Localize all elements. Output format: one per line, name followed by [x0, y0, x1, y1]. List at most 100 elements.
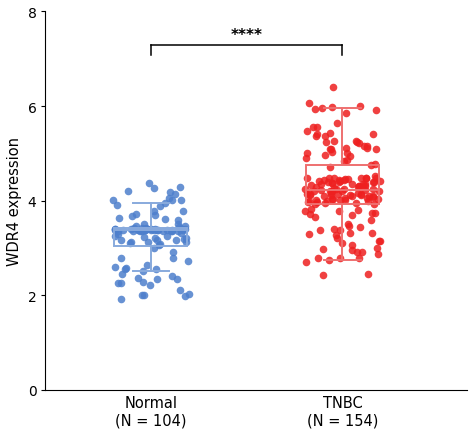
- Point: [179, 227, 187, 234]
- Point: [127, 239, 135, 246]
- Point: [374, 196, 382, 203]
- Point: [153, 266, 160, 273]
- Point: [176, 226, 183, 233]
- Point: [329, 85, 337, 92]
- Point: [117, 255, 125, 262]
- Point: [134, 227, 142, 234]
- Point: [346, 192, 354, 199]
- Point: [321, 133, 329, 140]
- Point: [345, 221, 352, 228]
- Point: [368, 230, 376, 237]
- Point: [352, 138, 360, 145]
- Point: [139, 268, 146, 275]
- Point: [118, 271, 126, 278]
- Point: [328, 196, 336, 203]
- Point: [330, 175, 337, 182]
- Point: [363, 143, 371, 150]
- Point: [147, 226, 155, 233]
- Point: [154, 276, 161, 283]
- Point: [369, 194, 377, 201]
- Point: [329, 196, 337, 203]
- Point: [354, 190, 362, 197]
- Point: [182, 239, 190, 246]
- Point: [373, 245, 381, 252]
- Point: [111, 233, 119, 240]
- Point: [375, 188, 383, 195]
- Point: [327, 192, 334, 199]
- Point: [346, 230, 354, 237]
- Point: [330, 138, 337, 145]
- Point: [118, 280, 125, 287]
- Point: [163, 227, 171, 234]
- Point: [328, 104, 336, 111]
- Point: [301, 208, 309, 215]
- Point: [353, 249, 361, 256]
- Point: [180, 236, 187, 243]
- Point: [153, 237, 161, 244]
- Point: [334, 191, 341, 197]
- Point: [348, 242, 356, 249]
- Point: [369, 132, 376, 138]
- Point: [177, 230, 184, 237]
- Point: [326, 164, 334, 171]
- Point: [377, 238, 384, 245]
- Point: [318, 187, 325, 194]
- Point: [311, 107, 319, 114]
- Point: [146, 281, 154, 288]
- Point: [138, 228, 146, 235]
- Point: [154, 227, 161, 234]
- Point: [356, 103, 364, 110]
- Point: [313, 199, 320, 206]
- Point: [115, 231, 122, 238]
- Point: [159, 228, 166, 235]
- Point: [129, 228, 137, 235]
- Point: [376, 178, 383, 185]
- Point: [303, 174, 310, 181]
- Point: [143, 262, 151, 269]
- Point: [369, 210, 376, 217]
- Point: [162, 201, 169, 207]
- Point: [337, 178, 344, 185]
- Point: [336, 227, 344, 234]
- Point: [174, 228, 182, 235]
- Point: [373, 175, 380, 182]
- Point: [320, 177, 328, 184]
- Point: [335, 179, 342, 186]
- Point: [136, 227, 144, 234]
- Point: [348, 181, 356, 188]
- Point: [307, 211, 314, 218]
- Point: [325, 257, 333, 264]
- Point: [178, 226, 185, 233]
- Point: [306, 191, 314, 198]
- Point: [169, 255, 176, 262]
- Point: [341, 176, 348, 183]
- Point: [311, 201, 319, 208]
- Point: [319, 272, 327, 279]
- Point: [182, 235, 190, 242]
- Point: [305, 198, 312, 205]
- Point: [371, 210, 379, 217]
- Point: [176, 184, 183, 191]
- Point: [360, 181, 367, 188]
- Point: [355, 140, 362, 147]
- Point: [152, 226, 159, 233]
- Point: [364, 145, 371, 152]
- Point: [337, 255, 344, 262]
- Point: [372, 173, 379, 180]
- Point: [354, 184, 362, 191]
- Point: [310, 188, 318, 195]
- Point: [141, 227, 149, 234]
- Point: [309, 125, 317, 132]
- Point: [323, 198, 331, 205]
- Point: [181, 226, 189, 233]
- Point: [337, 197, 344, 204]
- Point: [185, 290, 192, 297]
- Point: [344, 176, 352, 183]
- Point: [363, 176, 370, 183]
- Point: [357, 192, 365, 199]
- Y-axis label: WDR4 expression: WDR4 expression: [7, 137, 22, 266]
- Point: [372, 146, 380, 153]
- Point: [140, 292, 148, 299]
- Point: [303, 128, 311, 135]
- Point: [356, 183, 363, 190]
